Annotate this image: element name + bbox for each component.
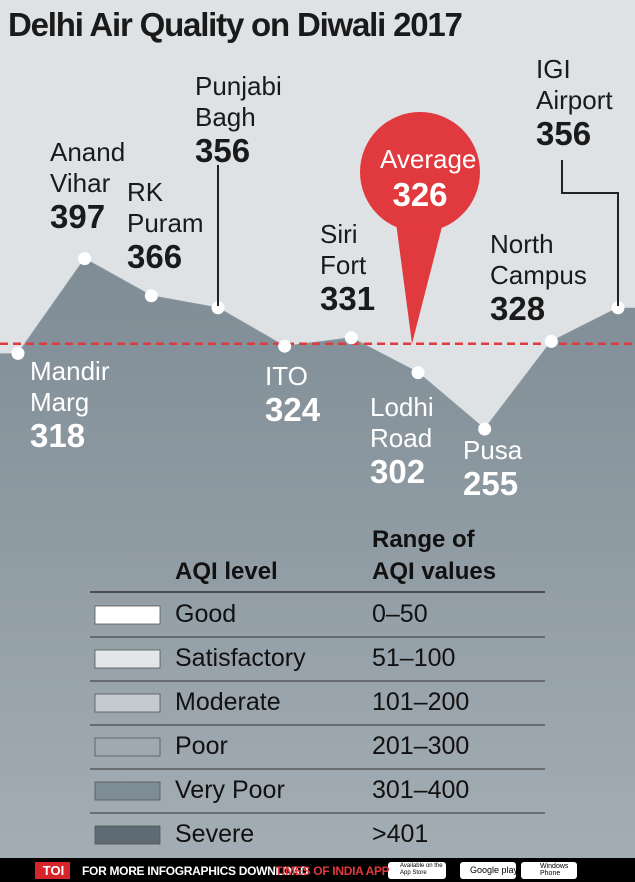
- footer-text: FOR MORE INFOGRAPHICS DOWNLOAD: [82, 864, 309, 878]
- station-value: 328: [490, 290, 546, 327]
- leader-line: [561, 160, 619, 306]
- station-label: Lodhi Road 302: [370, 392, 434, 490]
- station-name: ITO: [265, 361, 308, 391]
- station-label: Anand Vihar 397: [50, 137, 125, 235]
- level-range: 0–50: [372, 600, 428, 628]
- point: [11, 346, 25, 360]
- level-name: Moderate: [175, 688, 281, 716]
- station-label: Mandir Marg 318: [30, 356, 109, 454]
- station-name: Lodhi Road: [370, 392, 434, 453]
- station-label: RK Puram 366: [127, 177, 204, 275]
- badge: Google play: [470, 865, 519, 875]
- level-name: Good: [175, 600, 237, 628]
- level-swatch: [94, 649, 161, 669]
- station-value: 302: [370, 453, 426, 490]
- point: [211, 301, 225, 315]
- station-value: 356: [536, 115, 592, 152]
- station-label: North Campus 328: [490, 229, 587, 327]
- footer-app: TIMES OF INDIA APP: [275, 864, 390, 878]
- station-label: IGI Airport 356: [536, 54, 613, 152]
- level-name: Very Poor: [175, 776, 285, 804]
- point: [144, 289, 158, 303]
- badge: Available on the App Store: [400, 863, 443, 876]
- table-header: Range of AQI values: [372, 526, 497, 585]
- badge: Windows Phone: [540, 863, 569, 877]
- point: [344, 331, 358, 345]
- station-name: Siri Fort: [320, 219, 367, 280]
- level-swatch: [94, 825, 161, 845]
- station-value: 324: [265, 391, 321, 428]
- badge-box: [521, 862, 577, 879]
- area-fill: [0, 258, 635, 859]
- point: [478, 422, 492, 436]
- level-swatch: [94, 693, 161, 713]
- station-name: Anand Vihar: [50, 137, 126, 198]
- average-label: Average: [380, 144, 477, 174]
- station-value: 356: [195, 132, 251, 169]
- area-line: [17, 257, 619, 430]
- level-range: >401: [372, 820, 429, 848]
- station-value: 366: [127, 238, 183, 275]
- level-swatch: [94, 605, 161, 625]
- average-bubble: [360, 112, 480, 232]
- station-name: Punjabi Bagh: [195, 71, 282, 132]
- station-label: Siri Fort 331: [320, 219, 375, 317]
- average-value: 326: [392, 176, 448, 213]
- station-name: Pusa: [463, 435, 523, 465]
- point: [278, 339, 292, 353]
- point: [78, 252, 92, 266]
- level-range: 201–300: [372, 732, 470, 760]
- badge-box: [388, 862, 446, 879]
- chart-title: Delhi Air Quality on Diwali 2017: [8, 6, 463, 43]
- station-value: 255: [463, 465, 519, 502]
- level-name: Severe: [175, 820, 255, 848]
- level-swatch: [94, 781, 161, 801]
- point: [544, 334, 558, 348]
- footer-logo: TOI: [42, 863, 65, 878]
- station-name: IGI Airport: [536, 54, 613, 115]
- station-name: RK Puram: [127, 177, 204, 238]
- level-name: Poor: [175, 732, 228, 760]
- point: [411, 366, 425, 380]
- station-label: Pusa 255: [463, 435, 522, 502]
- table-header: AQI level: [175, 558, 278, 585]
- station-value: 331: [320, 280, 376, 317]
- level-range: 301–400: [372, 776, 470, 804]
- average-pointer: [395, 215, 445, 344]
- station-label: ITO 324: [265, 361, 320, 428]
- station-name: Mandir Marg: [30, 356, 110, 417]
- level-swatch: [94, 737, 161, 757]
- level-range: 51–100: [372, 644, 456, 672]
- station-value: 318: [30, 417, 86, 454]
- station-label: Punjabi Bagh 356: [195, 71, 282, 169]
- logo-box: [35, 862, 70, 879]
- point: [611, 301, 625, 315]
- level-name: Satisfactory: [175, 644, 306, 672]
- badge-box: [460, 862, 516, 879]
- level-range: 101–200: [372, 688, 470, 716]
- station-value: 397: [50, 198, 106, 235]
- station-name: North Campus: [490, 229, 587, 290]
